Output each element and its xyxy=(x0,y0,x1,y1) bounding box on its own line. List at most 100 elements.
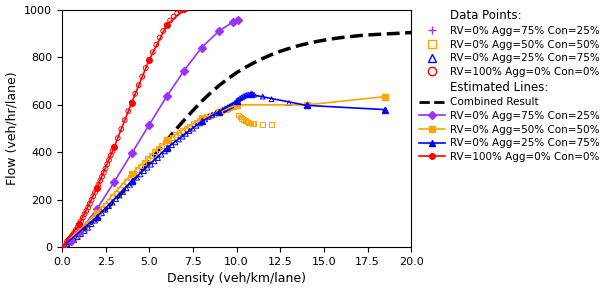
Point xyxy=(170,140,180,145)
Point xyxy=(195,121,205,126)
Point xyxy=(127,100,137,105)
Point xyxy=(233,17,243,22)
Point xyxy=(179,6,189,11)
Point xyxy=(106,153,115,158)
Point xyxy=(73,233,82,238)
Point xyxy=(139,160,149,165)
Point xyxy=(93,205,103,209)
Point xyxy=(134,139,144,144)
Point xyxy=(237,116,247,121)
Point xyxy=(211,0,221,5)
Point xyxy=(188,122,198,126)
Point xyxy=(153,156,163,160)
Point xyxy=(75,229,84,234)
Point xyxy=(183,63,192,68)
Point xyxy=(111,197,121,201)
Point xyxy=(214,0,224,5)
Point xyxy=(203,38,213,42)
Point xyxy=(106,185,115,190)
Point xyxy=(66,238,76,243)
Point xyxy=(122,179,131,184)
Point xyxy=(78,226,88,230)
Point xyxy=(108,149,117,153)
Point xyxy=(239,117,249,122)
Point xyxy=(69,236,79,241)
Point xyxy=(209,112,219,116)
Point xyxy=(232,18,241,23)
Point xyxy=(109,145,119,149)
Point xyxy=(200,117,210,121)
Point xyxy=(229,104,238,109)
Point xyxy=(69,235,79,239)
Point xyxy=(218,0,227,5)
Point xyxy=(97,206,107,211)
Point xyxy=(120,162,130,167)
Point xyxy=(125,175,135,180)
Point xyxy=(302,103,312,108)
Point xyxy=(62,239,72,244)
Point xyxy=(232,102,241,107)
Point xyxy=(203,0,213,5)
Point xyxy=(174,130,184,135)
Point xyxy=(101,207,111,212)
Point xyxy=(66,239,76,244)
Point xyxy=(214,110,224,114)
Point xyxy=(136,172,145,177)
Point xyxy=(76,228,86,233)
Point xyxy=(144,58,154,62)
Point xyxy=(95,202,105,206)
Point xyxy=(158,29,168,33)
Point xyxy=(123,157,133,161)
Point xyxy=(92,207,101,212)
Point xyxy=(62,241,72,245)
Point xyxy=(176,9,186,13)
Point xyxy=(200,41,210,46)
Point xyxy=(137,134,147,139)
Point xyxy=(148,117,158,121)
Point xyxy=(219,107,229,111)
Point xyxy=(199,116,208,121)
Point xyxy=(221,107,231,111)
Point xyxy=(83,219,93,224)
Point xyxy=(87,198,97,202)
Point xyxy=(71,233,81,238)
Point xyxy=(216,109,225,113)
Point xyxy=(141,66,151,70)
Point xyxy=(244,92,254,97)
Point xyxy=(115,187,125,191)
Point xyxy=(166,18,175,23)
Point xyxy=(89,212,98,217)
Point xyxy=(178,128,188,133)
Point xyxy=(193,1,203,6)
Point xyxy=(142,165,152,170)
Point xyxy=(205,113,215,118)
Point xyxy=(141,128,151,133)
Point xyxy=(193,49,203,54)
Point xyxy=(128,179,138,184)
Point xyxy=(183,5,192,10)
Point xyxy=(83,226,93,230)
Point xyxy=(93,210,103,215)
Point xyxy=(160,149,170,154)
Point xyxy=(225,21,235,26)
Point xyxy=(162,23,172,28)
Legend: Data Points:, RV=0% Agg=75% Con=25%, RV=0% Agg=50% Con=50%, RV=0% Agg=25% Con=75: Data Points:, RV=0% Agg=75% Con=25%, RV=… xyxy=(415,5,604,166)
Point xyxy=(214,109,224,114)
Point xyxy=(101,166,111,171)
Point xyxy=(302,102,312,107)
Point xyxy=(130,145,140,150)
Point xyxy=(179,68,189,73)
Point xyxy=(69,238,79,242)
Point xyxy=(186,3,196,8)
Point xyxy=(247,92,257,97)
Point xyxy=(232,99,241,104)
Point xyxy=(152,42,161,47)
Point xyxy=(160,141,170,145)
Point xyxy=(162,94,172,99)
Point xyxy=(380,107,390,112)
Point xyxy=(158,100,168,104)
Point xyxy=(185,129,194,133)
Point xyxy=(115,193,125,198)
Point xyxy=(85,201,95,206)
Point xyxy=(116,127,126,132)
